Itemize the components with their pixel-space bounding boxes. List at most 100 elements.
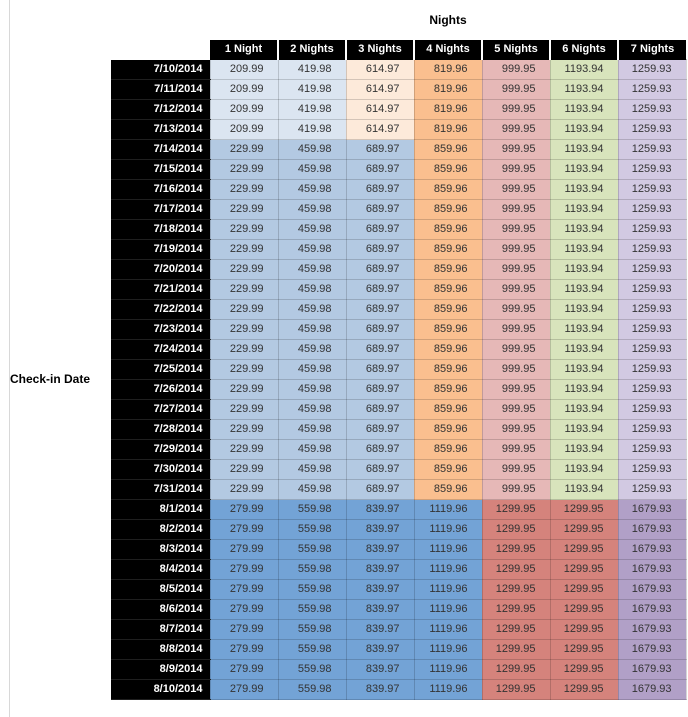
price-cell: 1259.93 <box>617 119 687 140</box>
table-row: 8/9/2014 279.99 559.98 839.97 1119.96 1299.95… <box>111 659 687 680</box>
price-cell: 1193.94 <box>549 99 619 120</box>
price-cell: 1193.94 <box>549 439 619 460</box>
price-cell: 1259.93 <box>617 479 687 500</box>
price-cell: 859.96 <box>413 199 483 220</box>
price-cell: 279.99 <box>209 519 279 540</box>
row-header-date: 7/15/2014 <box>111 159 210 180</box>
price-cell: 459.98 <box>277 199 347 220</box>
table-row: 7/16/2014 229.99 459.98 689.97 859.96 999.95 1… <box>111 179 687 200</box>
price-cell: 1679.93 <box>617 639 687 660</box>
price-cell: 279.99 <box>209 559 279 580</box>
price-cell: 689.97 <box>345 399 415 420</box>
price-cell: 839.97 <box>345 619 415 640</box>
table-row: 7/14/2014 229.99 459.98 689.97 859.96 999.95 1… <box>111 139 687 160</box>
price-cell: 859.96 <box>413 239 483 260</box>
price-cell: 1299.95 <box>481 539 551 560</box>
price-cell: 1299.95 <box>549 659 619 680</box>
price-cell: 839.97 <box>345 599 415 620</box>
price-cell: 1299.95 <box>549 499 619 520</box>
price-cell: 1119.96 <box>413 639 483 660</box>
price-cell: 859.96 <box>413 439 483 460</box>
price-cell: 229.99 <box>209 419 279 440</box>
price-cell: 279.99 <box>209 619 279 640</box>
price-cell: 999.95 <box>481 339 551 360</box>
column-header: 7 Nights <box>618 40 686 60</box>
price-cell: 209.99 <box>209 99 279 120</box>
price-cell: 1299.95 <box>481 639 551 660</box>
row-header-date: 7/31/2014 <box>111 479 210 500</box>
row-header-date: 7/21/2014 <box>111 279 210 300</box>
row-header-date: 7/18/2014 <box>111 219 210 240</box>
price-cell: 689.97 <box>345 459 415 480</box>
row-header-date: 7/24/2014 <box>111 339 210 360</box>
column-header: 3 Nights <box>346 40 415 60</box>
row-header-date: 7/30/2014 <box>111 459 210 480</box>
price-cell: 999.95 <box>481 479 551 500</box>
price-cell: 859.96 <box>413 259 483 280</box>
price-cell: 999.95 <box>481 459 551 480</box>
price-cell: 689.97 <box>345 199 415 220</box>
table-row: 7/15/2014 229.99 459.98 689.97 859.96 999.95 1… <box>111 159 687 180</box>
price-cell: 689.97 <box>345 179 415 200</box>
table-row: 7/29/2014 229.99 459.98 689.97 859.96 999.95 1… <box>111 439 687 460</box>
price-cell: 1299.95 <box>481 599 551 620</box>
column-header: 1 Night <box>210 40 279 60</box>
price-cell: 229.99 <box>209 179 279 200</box>
row-header-date: 7/17/2014 <box>111 199 210 220</box>
price-cell: 859.96 <box>413 139 483 160</box>
price-cell: 689.97 <box>345 319 415 340</box>
price-cell: 689.97 <box>345 419 415 440</box>
row-header-date: 7/14/2014 <box>111 139 210 160</box>
price-cell: 1259.93 <box>617 199 687 220</box>
price-cell: 689.97 <box>345 339 415 360</box>
table-row: 8/5/2014 279.99 559.98 839.97 1119.96 1299.95… <box>111 579 687 600</box>
price-cell: 614.97 <box>345 59 415 80</box>
price-cell: 229.99 <box>209 299 279 320</box>
price-cell: 459.98 <box>277 399 347 420</box>
price-cell: 859.96 <box>413 359 483 380</box>
price-cell: 229.99 <box>209 159 279 180</box>
price-cell: 209.99 <box>209 79 279 100</box>
row-header-date: 8/1/2014 <box>111 499 210 520</box>
price-cell: 859.96 <box>413 399 483 420</box>
price-cell: 1259.93 <box>617 339 687 360</box>
table-row: 7/19/2014 229.99 459.98 689.97 859.96 999.95 1… <box>111 239 687 260</box>
price-cell: 1193.94 <box>549 379 619 400</box>
price-cell: 999.95 <box>481 359 551 380</box>
price-cell: 689.97 <box>345 379 415 400</box>
price-cell: 859.96 <box>413 159 483 180</box>
price-cell: 279.99 <box>209 659 279 680</box>
price-cell: 459.98 <box>277 359 347 380</box>
price-cell: 999.95 <box>481 139 551 160</box>
header-row: 1 Night 2 Nights 3 Nights 4 Nights 5 Nights 6… <box>111 40 686 60</box>
price-cell: 1193.94 <box>549 319 619 340</box>
price-cell: 859.96 <box>413 299 483 320</box>
left-border-line <box>9 0 10 717</box>
table-row: 8/7/2014 279.99 559.98 839.97 1119.96 1299.95… <box>111 619 687 640</box>
price-cell: 839.97 <box>345 559 415 580</box>
column-header: 5 Nights <box>482 40 551 60</box>
price-cell: 1119.96 <box>413 539 483 560</box>
price-cell: 1299.95 <box>549 639 619 660</box>
price-cell: 689.97 <box>345 279 415 300</box>
price-cell: 459.98 <box>277 339 347 360</box>
price-cell: 819.96 <box>413 79 483 100</box>
chart-title: Nights <box>429 13 467 27</box>
price-cell: 459.98 <box>277 439 347 460</box>
price-cell: 209.99 <box>209 119 279 140</box>
row-header-date: 8/8/2014 <box>111 639 210 660</box>
row-header-date: 7/11/2014 <box>111 79 210 100</box>
price-cell: 1299.95 <box>481 499 551 520</box>
price-cell: 559.98 <box>277 579 347 600</box>
price-cell: 1259.93 <box>617 399 687 420</box>
price-cell: 689.97 <box>345 299 415 320</box>
row-header-date: 7/25/2014 <box>111 359 210 380</box>
price-cell: 279.99 <box>209 539 279 560</box>
price-cell: 1119.96 <box>413 619 483 640</box>
price-cell: 1119.96 <box>413 579 483 600</box>
price-cell: 614.97 <box>345 79 415 100</box>
row-axis-label: Check-in Date <box>10 372 91 386</box>
row-header-date: 7/19/2014 <box>111 239 210 260</box>
column-header: 2 Nights <box>278 40 347 60</box>
price-cell: 459.98 <box>277 379 347 400</box>
